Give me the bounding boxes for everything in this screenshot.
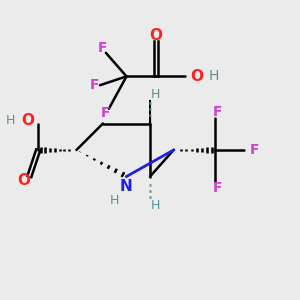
- Text: O: O: [190, 69, 203, 84]
- Text: O: O: [149, 28, 162, 43]
- Text: O: O: [17, 173, 30, 188]
- Text: F: F: [89, 78, 99, 92]
- Text: F: F: [250, 143, 260, 157]
- Polygon shape: [150, 100, 151, 124]
- Text: H: H: [110, 194, 119, 207]
- Text: H: H: [209, 69, 219, 83]
- Text: F: F: [213, 105, 223, 119]
- Text: H: H: [151, 200, 160, 212]
- Text: O: O: [21, 113, 34, 128]
- Text: H: H: [151, 88, 160, 100]
- Text: H: H: [5, 114, 15, 127]
- Text: N: N: [120, 179, 133, 194]
- Text: F: F: [98, 41, 108, 56]
- Text: F: F: [213, 181, 223, 195]
- Text: F: F: [101, 106, 111, 120]
